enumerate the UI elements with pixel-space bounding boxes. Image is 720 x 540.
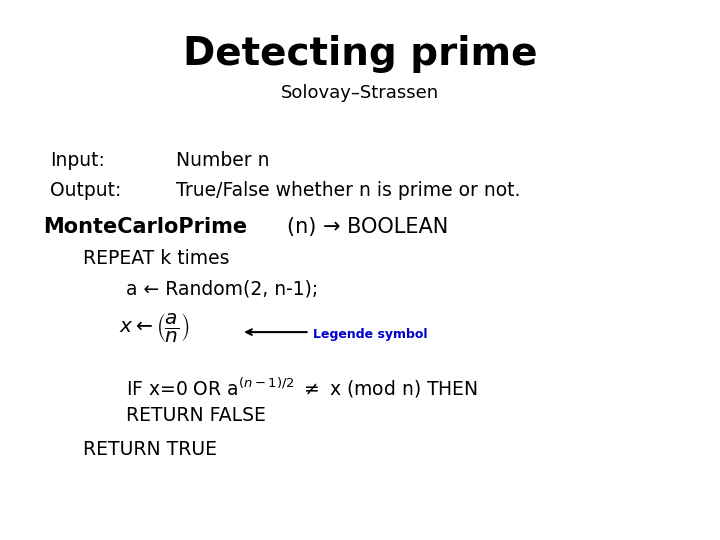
Text: MonteCarloPrime: MonteCarloPrime (43, 217, 248, 237)
Text: Output:: Output: (50, 181, 122, 200)
Text: RETURN TRUE: RETURN TRUE (83, 440, 217, 459)
Text: (n) → BOOLEAN: (n) → BOOLEAN (287, 217, 448, 237)
Text: Input:: Input: (50, 151, 105, 170)
Text: REPEAT k times: REPEAT k times (83, 249, 229, 268)
Text: IF x=0 OR a$^{(n-1)/2}$ $\neq$ x (mod n) THEN: IF x=0 OR a$^{(n-1)/2}$ $\neq$ x (mod n)… (126, 375, 478, 400)
Text: Detecting prime: Detecting prime (183, 35, 537, 73)
Text: a ← Random(2, n-1);: a ← Random(2, n-1); (126, 280, 318, 299)
Text: Number n: Number n (176, 151, 270, 170)
Text: $x \leftarrow \left(\dfrac{a}{n}\right)$: $x \leftarrow \left(\dfrac{a}{n}\right)$ (119, 310, 189, 343)
Text: RETURN FALSE: RETURN FALSE (126, 406, 266, 425)
Text: Solovay–Strassen: Solovay–Strassen (281, 84, 439, 102)
Text: True/False whether n is prime or not.: True/False whether n is prime or not. (176, 181, 521, 200)
Text: Legende symbol: Legende symbol (313, 328, 428, 341)
